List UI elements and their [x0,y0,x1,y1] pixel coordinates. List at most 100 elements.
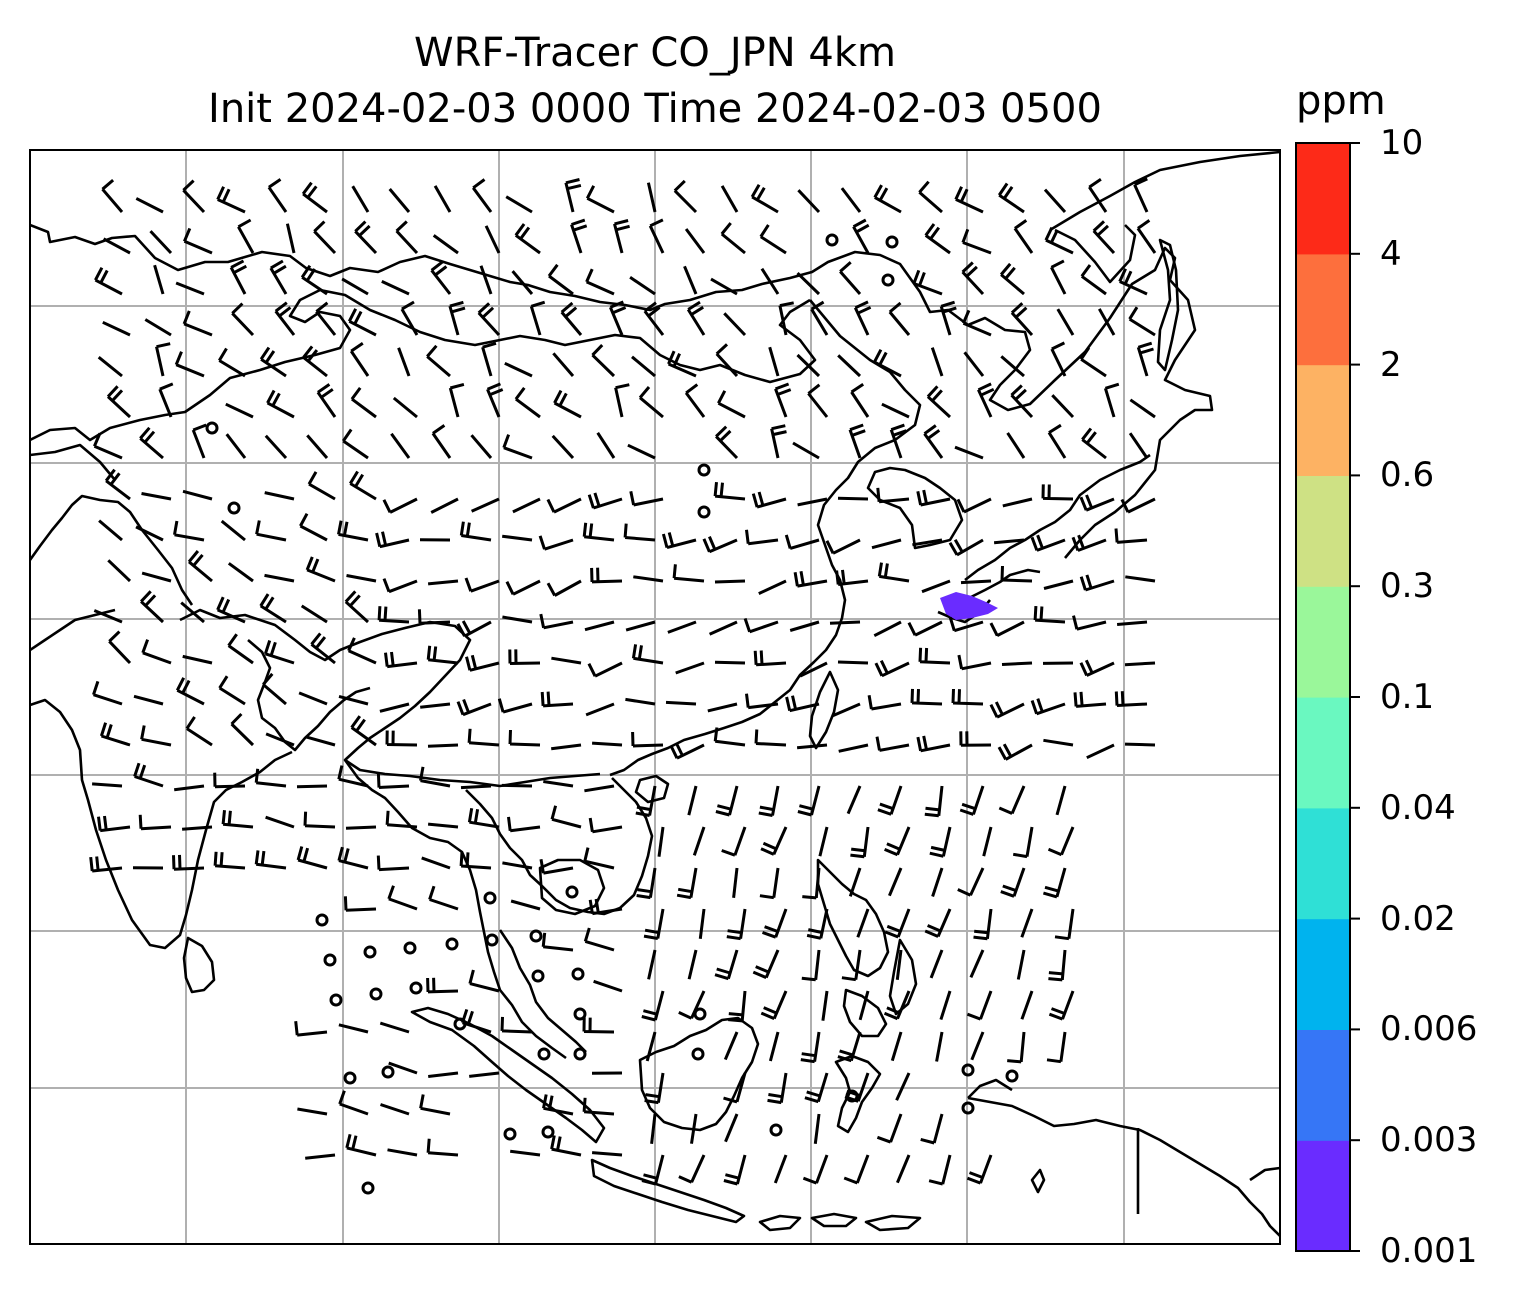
wind-barb [464,577,500,593]
wind-barb [347,637,377,665]
wind-barb [301,181,328,214]
wind-barb [1080,264,1107,296]
wind-barb [432,234,459,255]
wind-barb [477,302,501,337]
wind-barb [929,949,944,979]
wind-barb [751,491,787,509]
wind-barb [547,263,574,296]
calm-marker [329,993,343,1007]
wind-barb [585,185,615,214]
wind-barb [294,1021,328,1037]
wind-barb [871,538,902,550]
wind-barb [838,743,869,753]
wind-barb [588,898,623,916]
wind-barb [185,716,213,747]
wind-barb [1114,691,1148,707]
wind-barb [502,434,533,460]
wind-barb [218,347,246,378]
wind-barb [884,826,911,857]
wind-barb [768,1031,780,1062]
wind-barb [627,443,656,460]
wind-barb [347,308,377,337]
wind-barb [951,688,984,706]
wind-barb [877,785,903,816]
wind-barb [997,743,1033,761]
wind-barb [182,310,213,337]
wind-barb [1133,177,1149,213]
wind-barb [848,423,866,459]
colorbar-segment [1296,1140,1350,1252]
wind-barb [338,694,369,706]
wind-barb [502,534,533,542]
calm-marker [885,235,899,249]
wind-barb [255,520,287,542]
wind-barb [921,579,951,594]
wind-barb [259,346,287,378]
calm-marker [825,233,839,247]
wind-barb [867,694,902,711]
wind-barb [296,846,328,870]
wind-barb [877,562,910,583]
wind-barb [93,609,123,624]
wind-barb [889,423,907,459]
wind-barb [187,550,213,583]
wind-barb [843,1154,870,1185]
wind-barb [841,949,862,982]
wind-barb [262,672,287,706]
wind-barb [645,1031,657,1062]
wind-barb [856,908,870,938]
wind-barb [400,300,419,336]
wind-barb [789,620,820,632]
wind-barb [641,990,665,1022]
wind-barb [582,1097,615,1116]
wind-barb [346,574,377,583]
wind-barb [385,810,418,829]
wind-barb [829,620,861,625]
wind-barb [231,302,255,337]
wind-barb [91,782,123,788]
wind-barb [910,688,943,706]
wind-barb [343,896,377,912]
calm-marker [571,967,585,981]
wind-barb [710,277,738,296]
wind-barb [759,224,787,255]
wind-barb [106,385,132,419]
wind-barb [989,620,1025,637]
wind-barb [172,854,205,871]
wind-barb [998,785,1026,815]
wind-barb [1030,698,1066,716]
wind-barb [456,698,492,717]
wind-barb [760,990,788,1020]
wind-barb [935,1031,944,1062]
wind-barb [551,434,575,460]
wind-barb [770,424,787,459]
wind-barb [797,189,821,214]
wind-barb [267,178,288,213]
wind-barb [895,949,903,980]
wind-barb [631,644,664,665]
wind-barb [481,341,497,377]
wind-barb [421,856,451,870]
wind-barb [918,647,951,665]
wind-barb [584,784,615,793]
wind-barb [960,579,992,585]
wind-barb [1046,1031,1067,1064]
wind-barb [431,424,452,459]
wind-barb [852,218,870,254]
wind-barb [140,725,172,747]
calm-marker [343,1071,357,1085]
colorbar-unit: ppm [1296,78,1386,124]
wind-barb [669,742,705,760]
wind-barb [479,265,493,295]
wind-barb [912,269,943,296]
wind-barb [707,702,738,713]
calm-marker [503,1127,517,1141]
wind-barb [684,383,706,418]
wind-barb [180,601,205,624]
wind-barb [133,694,164,706]
wind-barb [723,1154,747,1186]
wind-barb [661,532,697,550]
wind-barb [1118,268,1148,296]
wind-barb [550,805,582,829]
wind-barb [631,355,656,378]
